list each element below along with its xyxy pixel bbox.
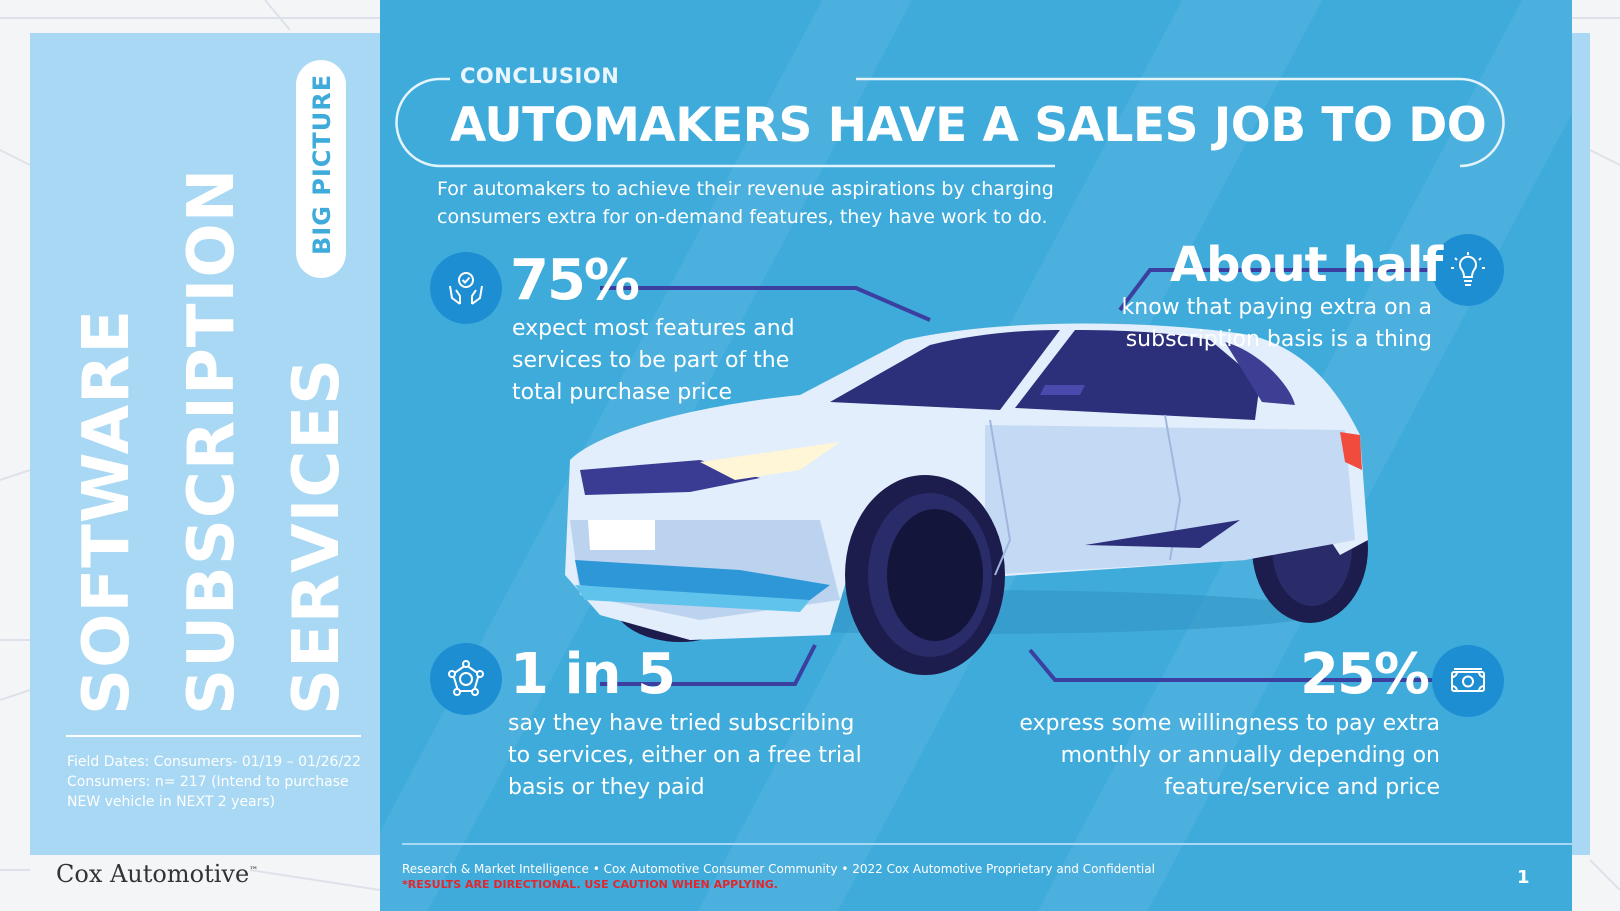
footer-warning: *RESULTS ARE DIRECTIONAL. USE CAUTION WH…: [402, 878, 778, 891]
field-dates-line: Field Dates: Consumers- 01/19 – 01/26/22: [67, 754, 361, 770]
cox-automotive-logo: Cox Automotive™: [56, 860, 258, 888]
field-dates-line: NEW vehicle in NEXT 2 years): [67, 794, 276, 810]
stat-text-75-percent: expect most features and services to be …: [512, 316, 795, 405]
big-picture-badge-label: BIG PICTURE: [308, 73, 336, 255]
eyebrow-conclusion: CONCLUSION: [460, 64, 620, 88]
lightbulb-icon: [1432, 234, 1504, 306]
page-number: 1: [1517, 867, 1530, 888]
stat-text-about-half: know that paying extra on a subscription…: [1121, 295, 1432, 352]
sidebar-title-services: SERVICES: [280, 357, 354, 715]
page-title: AUTOMAKERS HAVE A SALES JOB TO DO: [450, 98, 1487, 153]
footer-divider: [402, 843, 1572, 845]
sidebar-title-software: SOFTWARE: [70, 308, 144, 715]
right-edge-strip: [1572, 33, 1590, 855]
network-icon: [430, 643, 502, 715]
hands-check-icon: [430, 252, 502, 324]
intro-paragraph: For automakers to achieve their revenue …: [437, 178, 1054, 228]
stat-value-about-half: About half: [1170, 237, 1443, 293]
stat-value-1-in-5: 1 in 5: [510, 642, 676, 707]
stat-value-75-percent: 75%: [510, 248, 640, 313]
logo-text: Cox Automotive: [56, 860, 250, 888]
field-dates-line: Consumers: n= 217 (Intend to purchase: [67, 774, 349, 790]
sidebar-divider: [66, 735, 361, 737]
field-dates: Field Dates: Consumers- 01/19 – 01/26/22…: [67, 752, 377, 812]
footer-credit: Research & Market Intelligence • Cox Aut…: [402, 862, 1155, 876]
sidebar-title-subscription: SUBSCRIPTION: [175, 167, 249, 715]
logo-trademark: ™: [249, 866, 259, 876]
stat-text-1-in-5: say they have tried subscribing to servi…: [508, 711, 862, 800]
stat-text-25-percent: express some willingness to pay extra mo…: [1019, 711, 1440, 800]
stat-value-25-percent: 25%: [1300, 642, 1430, 707]
big-picture-badge: [296, 60, 346, 278]
money-icon: [1432, 645, 1504, 717]
